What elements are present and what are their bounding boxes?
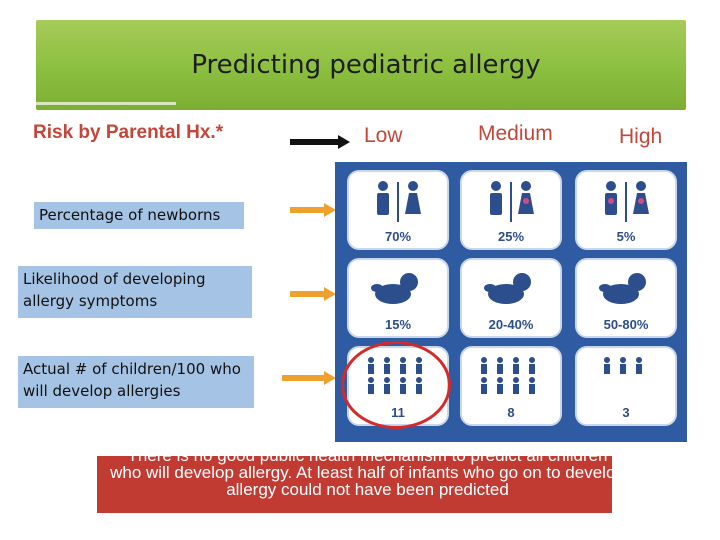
parents-icon xyxy=(605,181,649,222)
row-label-likelihood: Likelihood of developing allergy symptom… xyxy=(18,266,252,318)
grid-cell-newborns-high: 5% xyxy=(575,170,677,250)
grid-cell-likelihood-high: 50-80% xyxy=(575,258,677,338)
parents-icon xyxy=(377,181,421,222)
grid-value: 50-80% xyxy=(603,317,649,332)
baby-icon xyxy=(371,273,418,304)
grid-value: 3 xyxy=(622,405,630,420)
level-medium: Medium xyxy=(478,122,553,145)
grid-value: 25% xyxy=(497,229,525,244)
grid-value: 20-40% xyxy=(488,317,534,332)
children-icon xyxy=(481,357,535,394)
grid-cell-likelihood-low: 15% xyxy=(347,258,449,338)
row-label-children: Actual # of children/100 who will develo… xyxy=(18,356,254,408)
grid-value: 5% xyxy=(616,229,636,244)
risk-label: Risk by Parental Hx.* xyxy=(33,122,224,143)
grid-cell-likelihood-medium: 20-40% xyxy=(460,258,562,338)
grid-value: 8 xyxy=(507,405,515,420)
children-icon xyxy=(604,357,642,374)
row-label-newborns: Percentage of newborns xyxy=(34,202,244,229)
note-box xyxy=(97,456,612,513)
arrow-right-icon xyxy=(290,203,336,217)
highlight-circle xyxy=(341,341,451,429)
page-title: Predicting pediatric allergy xyxy=(191,50,541,80)
level-high: High xyxy=(619,125,663,148)
baby-icon xyxy=(599,273,646,304)
grid-value: 70% xyxy=(384,229,412,244)
parents-icon xyxy=(490,181,534,222)
title-bar xyxy=(36,20,686,110)
arrow-right-icon xyxy=(282,371,336,385)
note-text: There is no good public health mechanism… xyxy=(110,446,625,499)
grid-cell-children-high: 3 xyxy=(575,346,677,426)
title-underline xyxy=(36,102,176,105)
baby-icon xyxy=(484,273,531,304)
level-low: Low xyxy=(364,124,403,147)
arrow-right-icon xyxy=(290,135,350,149)
grid-cell-newborns-medium: 25% xyxy=(460,170,562,250)
arrow-right-icon xyxy=(290,287,336,301)
grid-value: 15% xyxy=(384,317,412,332)
grid-cell-newborns-low: 70% xyxy=(347,170,449,250)
grid-cell-children-medium: 8 xyxy=(460,346,562,426)
